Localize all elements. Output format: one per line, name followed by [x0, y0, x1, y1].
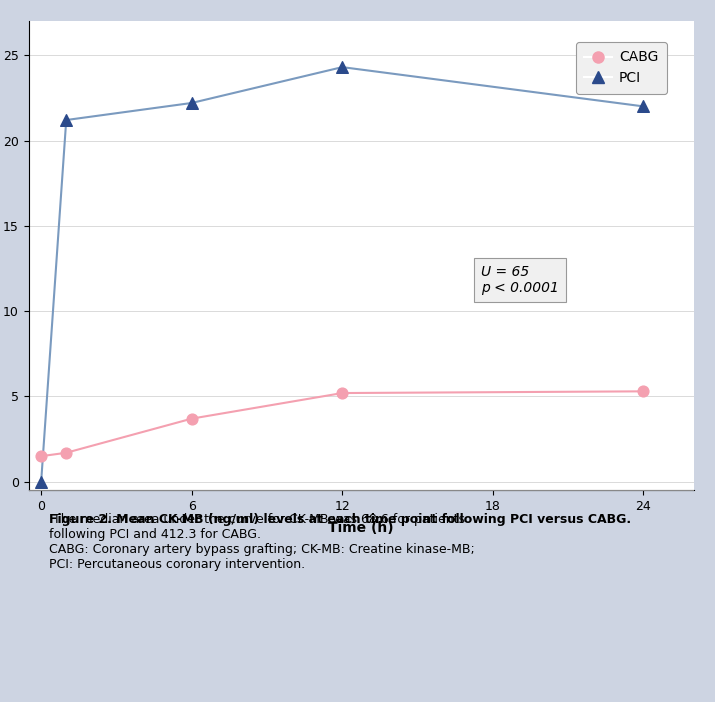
Point: [337, 388, 348, 399]
Point: [61, 447, 72, 458]
Point: [638, 101, 649, 112]
Text: U = 65
p < 0.0001: U = 65 p < 0.0001: [480, 265, 558, 296]
Legend: CABG, PCI: CABG, PCI: [576, 42, 666, 93]
Point: [36, 451, 47, 462]
Text: The median area under the curve for CK-MB was 68.6 for patients
following PCI an: The median area under the curve for CK-M…: [49, 513, 474, 571]
X-axis label: Time (h): Time (h): [328, 522, 394, 536]
Point: [638, 385, 649, 397]
Point: [61, 114, 72, 126]
Point: [186, 98, 197, 109]
Point: [36, 476, 47, 487]
Point: [186, 413, 197, 424]
Text: Figure 2. Mean CK-MB (ng/ml) levels at each time point following PCI versus CABG: Figure 2. Mean CK-MB (ng/ml) levels at e…: [49, 513, 631, 526]
Point: [337, 62, 348, 73]
